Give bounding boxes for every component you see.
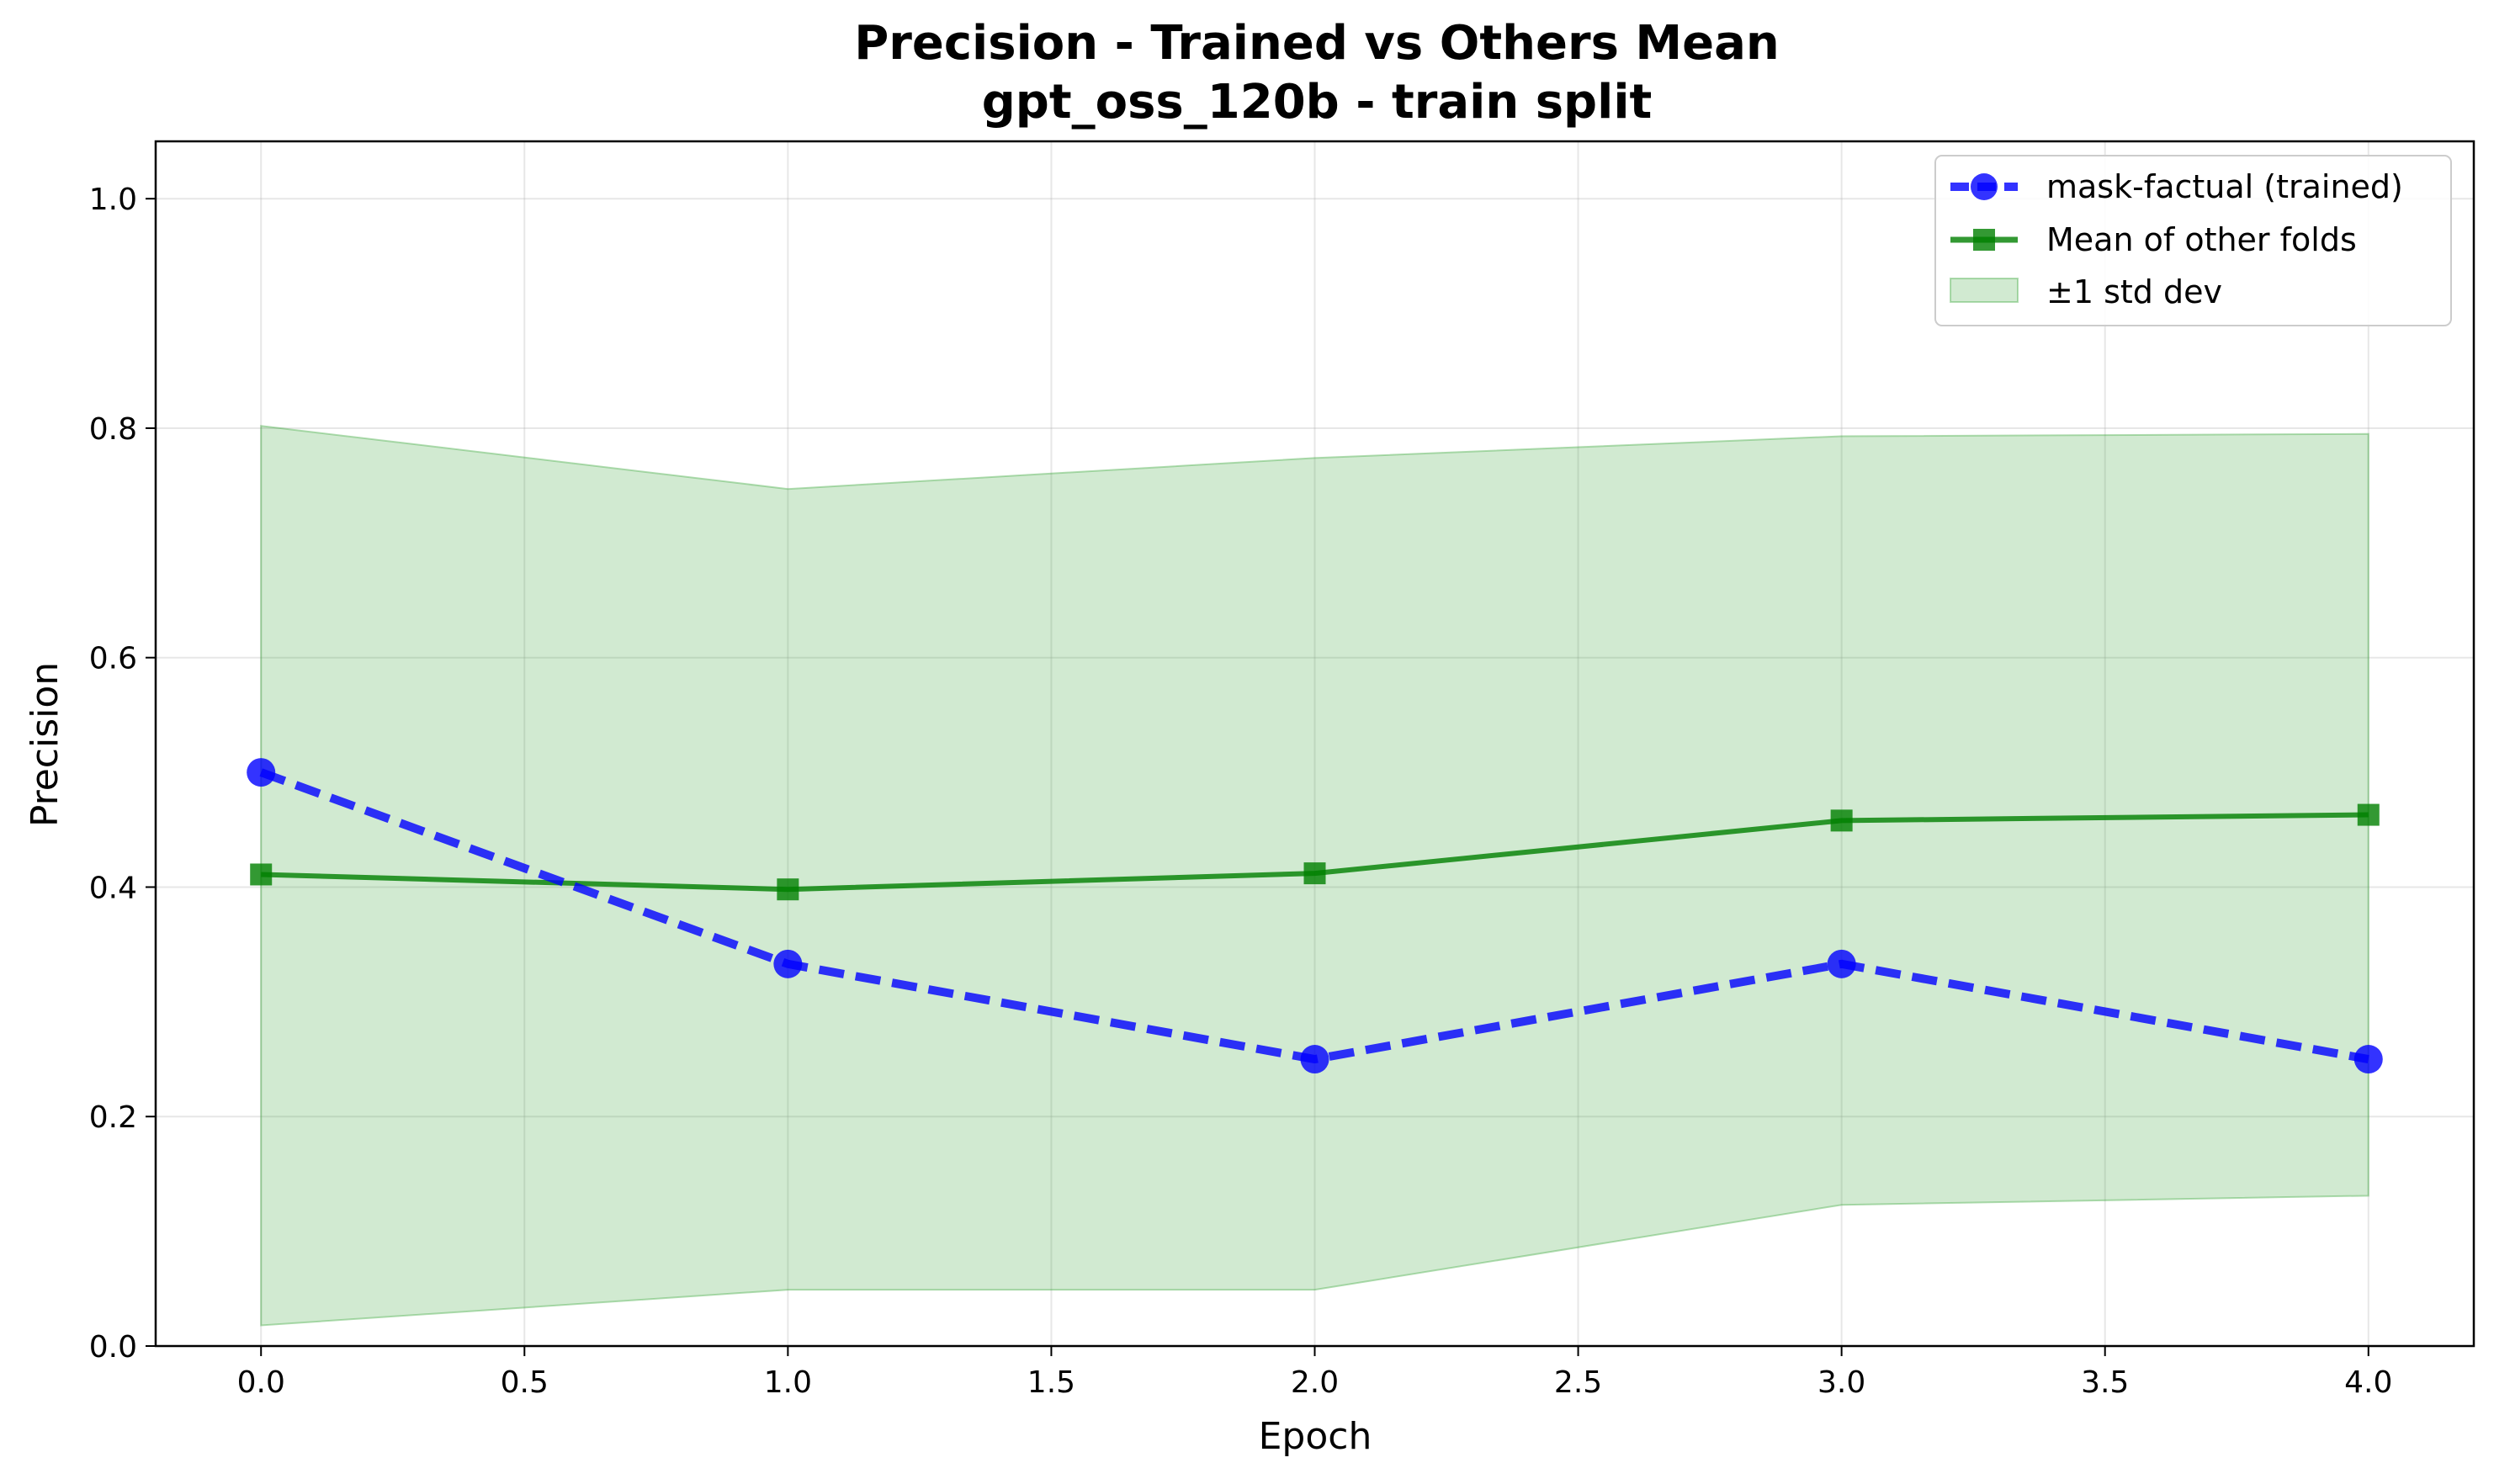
data-point-trained <box>2353 1045 2383 1074</box>
x-tick-label: 0.5 <box>501 1365 549 1400</box>
y-tick-label: 0.2 <box>89 1100 137 1135</box>
x-axis-label: Epoch <box>1259 1415 1372 1458</box>
y-tick-label: 0.6 <box>89 642 137 676</box>
data-point-trained <box>1300 1045 1329 1074</box>
plot-area: 0.0 0.5 1.0 1.5 2.0 2.5 3.0 3.5 4.0 0.0 0.2 0.4 0.6 0… <box>89 140 2475 1400</box>
x-tick-label: 2.5 <box>1554 1365 1602 1400</box>
data-point-trained <box>773 949 803 978</box>
x-tick-label: 3.0 <box>1817 1365 1865 1400</box>
data-point-trained <box>1827 949 1856 978</box>
legend-swatch-trained-marker <box>1971 173 1998 200</box>
x-tick-label: 1.0 <box>764 1365 812 1400</box>
legend-swatch-mean-marker <box>1973 229 1995 251</box>
data-point-mean <box>2357 803 2380 826</box>
y-tick-label: 0.8 <box>89 412 137 447</box>
x-tick-label: 0.0 <box>237 1365 285 1400</box>
ticks: 0.0 0.5 1.0 1.5 2.0 2.5 3.0 3.5 4.0 0.0 0.2 0.4 0.6 0… <box>89 183 2393 1400</box>
legend-swatch-band <box>1950 278 2019 303</box>
x-tick-label: 2.0 <box>1291 1365 1339 1400</box>
y-axis-label: Precision <box>24 662 66 827</box>
legend-label-band: ±1 std dev <box>2046 273 2222 310</box>
x-tick-label: 3.5 <box>2081 1365 2129 1400</box>
x-tick-label: 4.0 <box>2344 1365 2392 1400</box>
data-point-mean <box>1830 809 1853 832</box>
legend: mask-factual (trained) Mean of other fol… <box>1934 155 2452 326</box>
data-point-mean <box>250 863 273 886</box>
y-tick-label: 0.0 <box>89 1330 137 1365</box>
chart-subtitle: gpt_oss_120b - train split <box>982 75 1653 130</box>
legend-label-mean: Mean of other folds <box>2046 221 2357 258</box>
legend-label-trained: mask-factual (trained) <box>2046 168 2403 205</box>
y-tick-label: 0.4 <box>89 871 137 905</box>
chart-title: Precision - Trained vs Others Mean <box>854 16 1780 71</box>
legend-box <box>1934 155 2452 326</box>
y-tick-label: 1.0 <box>89 183 137 217</box>
data-point-mean <box>777 878 799 901</box>
x-tick-label: 1.5 <box>1027 1365 1075 1400</box>
data-point-trained <box>247 758 276 787</box>
data-point-mean <box>1303 862 1326 885</box>
series-layer <box>247 758 2383 1074</box>
